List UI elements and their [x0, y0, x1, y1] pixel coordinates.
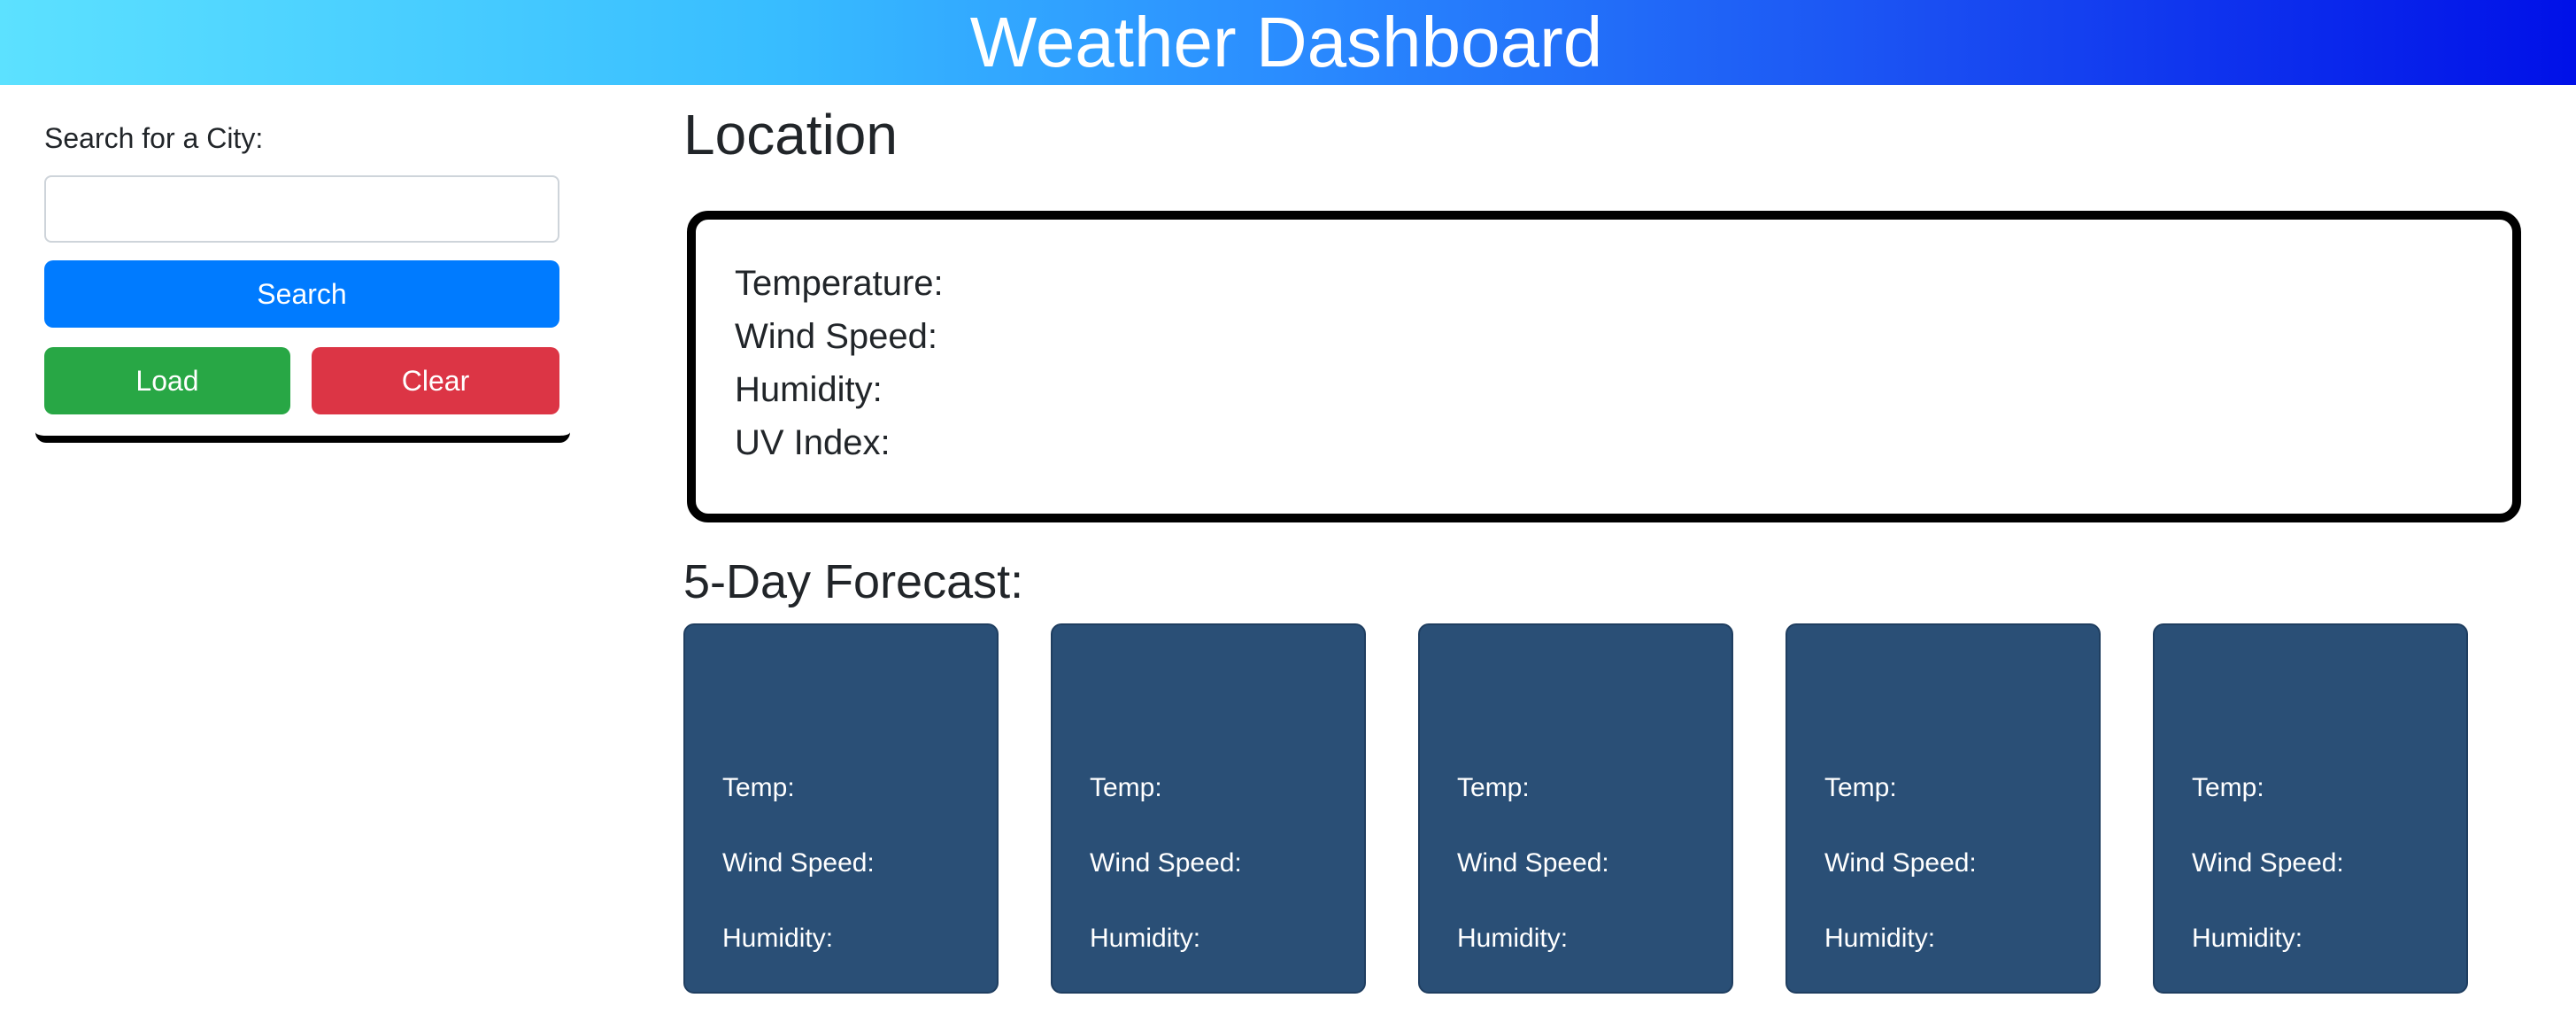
forecast-humidity: Humidity:	[2192, 924, 2303, 953]
forecast-card: Temp: Wind Speed: Humidity:	[683, 623, 999, 994]
search-panel: Search for a City: Search Load Clear	[35, 113, 570, 443]
page-title: Weather Dashboard	[969, 3, 1603, 81]
forecast-card: Temp: Wind Speed: Humidity:	[2153, 623, 2468, 994]
forecast-wind-speed: Wind Speed:	[722, 848, 875, 878]
forecast-wind-speed: Wind Speed:	[1090, 848, 1242, 878]
city-search-input[interactable]	[44, 175, 559, 243]
current-weather-card: Temperature: Wind Speed: Humidity: UV In…	[687, 211, 2521, 522]
forecast-temp: Temp:	[722, 773, 795, 802]
forecast-temp: Temp:	[1824, 773, 1897, 802]
forecast-title: 5-Day Forecast:	[683, 555, 1024, 608]
forecast-card: Temp: Wind Speed: Humidity:	[1051, 623, 1366, 994]
search-label: Search for a City:	[44, 122, 264, 154]
forecast-wind-speed: Wind Speed:	[1824, 848, 1977, 878]
humidity-label: Humidity:	[735, 370, 883, 409]
forecast-humidity: Humidity:	[722, 924, 834, 953]
forecast-row: Temp: Wind Speed: Humidity: Temp: Wind S…	[683, 623, 2472, 995]
forecast-temp: Temp:	[2192, 773, 2264, 802]
load-button[interactable]: Load	[44, 347, 290, 414]
wind-speed-label: Wind Speed:	[735, 317, 938, 356]
forecast-wind-speed: Wind Speed:	[1457, 848, 1609, 878]
forecast-card: Temp: Wind Speed: Humidity:	[1785, 623, 2101, 994]
search-button[interactable]: Search	[44, 260, 559, 328]
uv-index-label: UV Index:	[735, 423, 891, 462]
forecast-temp: Temp:	[1457, 773, 1530, 802]
forecast-temp: Temp:	[1090, 773, 1162, 802]
forecast-humidity: Humidity:	[1824, 924, 1936, 953]
forecast-humidity: Humidity:	[1090, 924, 1201, 953]
temperature-label: Temperature:	[735, 264, 944, 303]
forecast-humidity: Humidity:	[1457, 924, 1569, 953]
page-header: Weather Dashboard	[0, 0, 2576, 85]
location-title: Location	[683, 103, 898, 166]
clear-button[interactable]: Clear	[312, 347, 559, 414]
forecast-wind-speed: Wind Speed:	[2192, 848, 2344, 878]
forecast-card: Temp: Wind Speed: Humidity:	[1418, 623, 1733, 994]
